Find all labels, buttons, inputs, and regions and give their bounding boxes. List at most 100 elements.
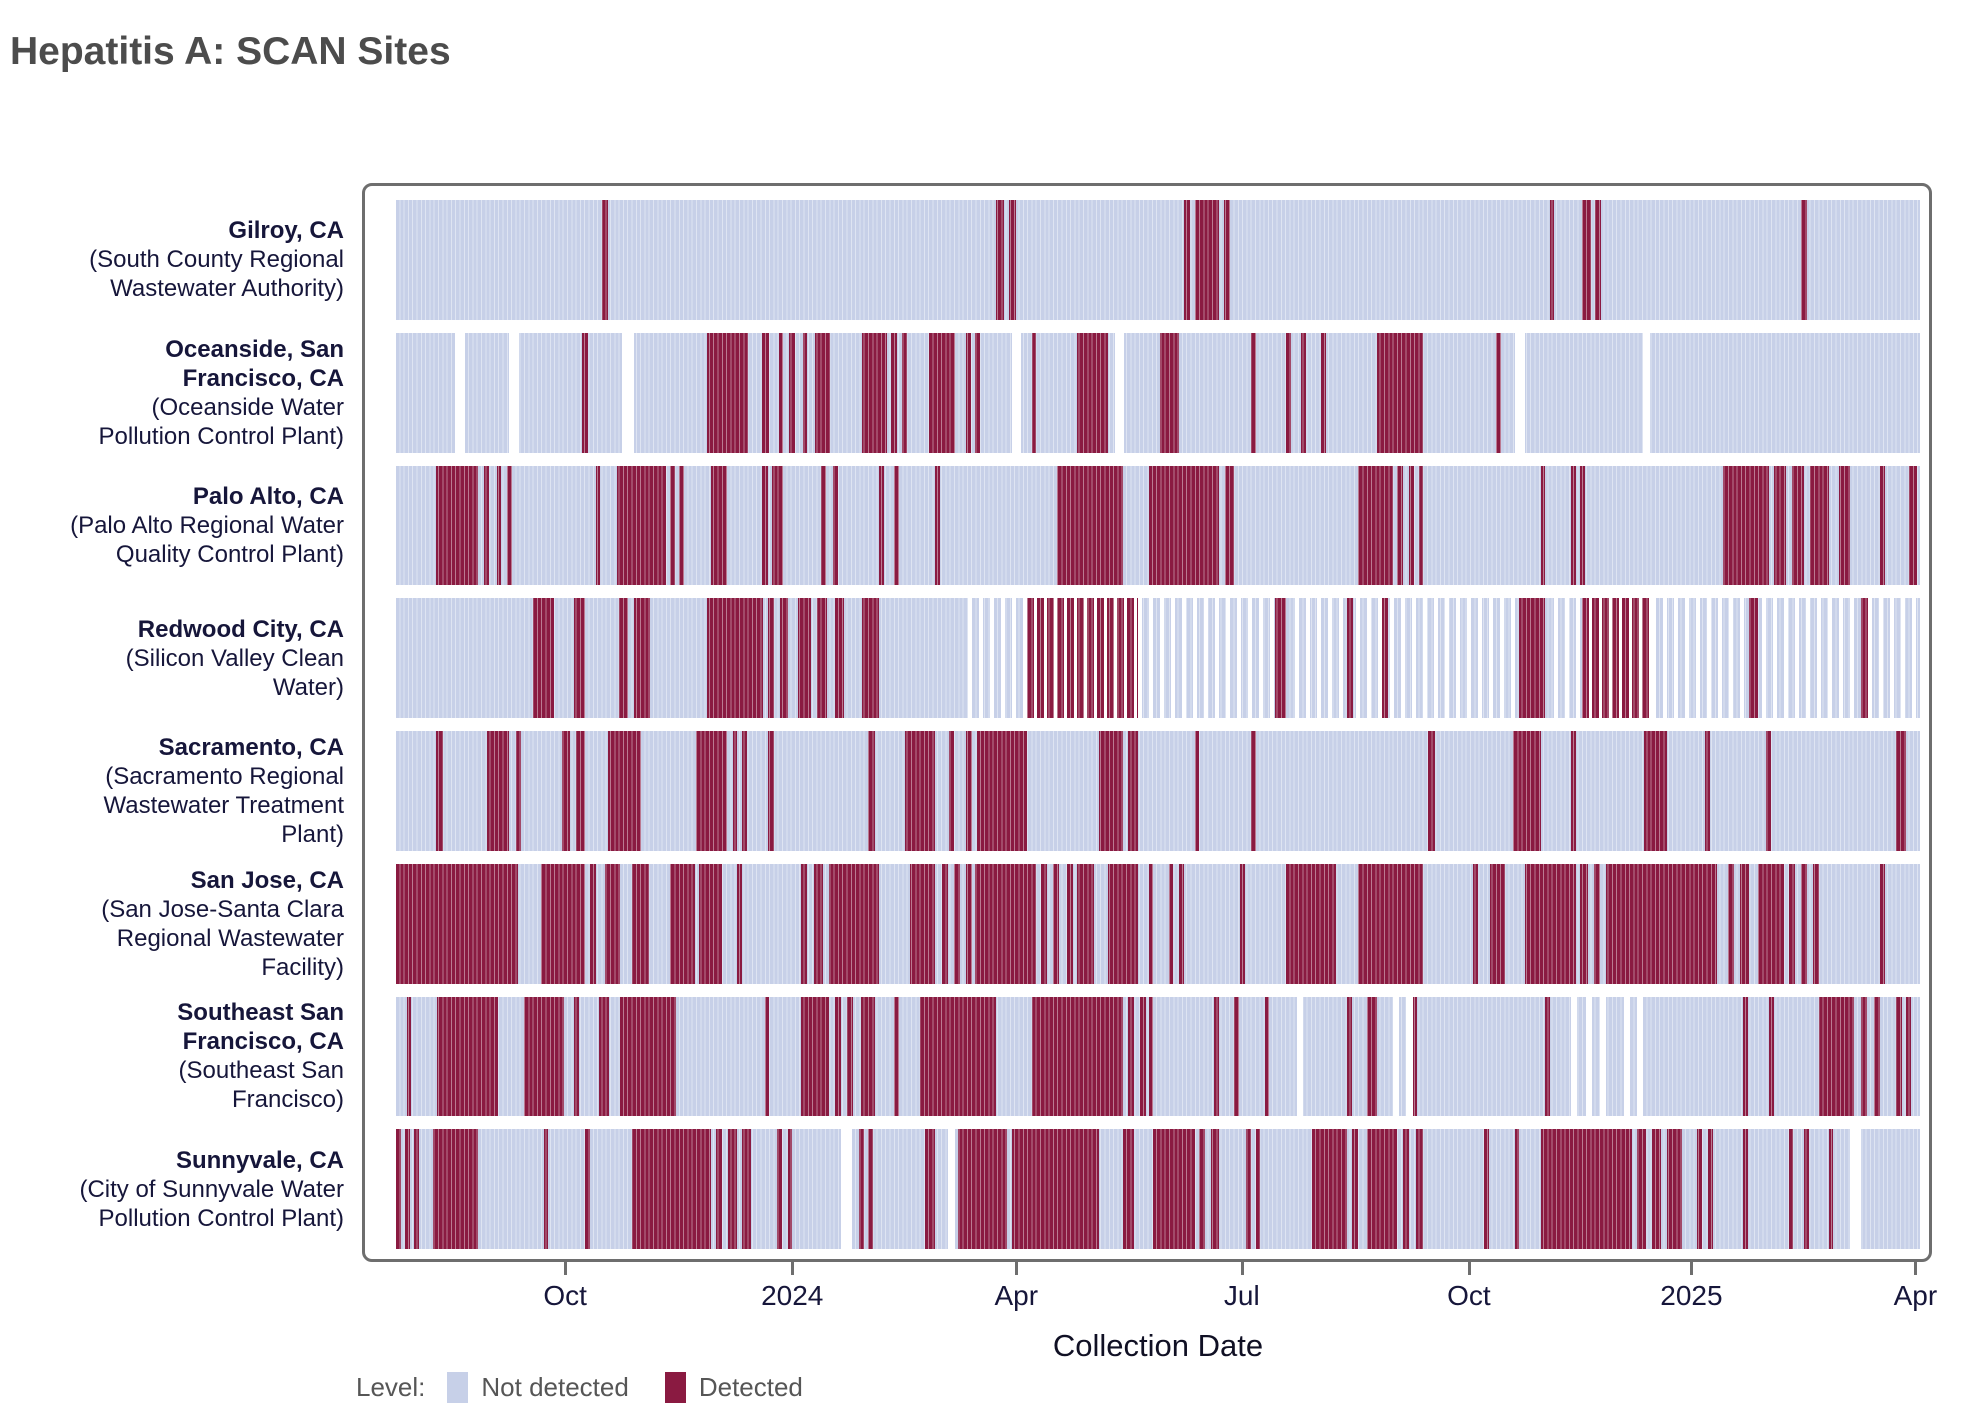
- detected-segment: [905, 731, 936, 851]
- detected-segment: [862, 332, 887, 453]
- detected-segment: [815, 332, 831, 453]
- sparse-sampling-segment: [1138, 598, 1276, 718]
- detected-segment: [533, 598, 555, 718]
- detected-segment: [953, 863, 960, 984]
- detected-segment: [1286, 863, 1337, 984]
- detected-segment: [929, 332, 956, 453]
- detected-segment: [1758, 863, 1785, 984]
- detected-segment: [581, 332, 589, 453]
- detected-segment: [589, 863, 596, 984]
- detected-segment: [1159, 332, 1180, 453]
- site-label-cell: Sacramento, CA (Sacramento Regional Waste…: [0, 731, 344, 851]
- no-data-segment: [841, 1129, 852, 1249]
- site-city: Palo Alto, CA: [192, 482, 344, 510]
- detected-segment: [821, 465, 826, 586]
- detected-segment: [1194, 731, 1200, 851]
- detected-segment: [1773, 465, 1786, 586]
- site-city: Southeast San Francisco, CA: [177, 999, 344, 1056]
- no-data-segment: [1296, 996, 1303, 1117]
- sparse-sampling-segment: [967, 598, 1027, 718]
- x-tick-mark: [564, 1262, 568, 1275]
- site-label-cell: San Jose, CA (San Jose-Santa Clara Region…: [0, 864, 344, 984]
- detected-segment: [1514, 1129, 1520, 1249]
- site-label-cell: Oceanside, San Francisco, CA (Oceanside W…: [0, 333, 344, 453]
- detected-segment: [604, 863, 621, 984]
- site-label: Southeast San Francisco, CA (Southeast Sa…: [62, 998, 344, 1114]
- detected-segment: [1606, 863, 1718, 984]
- detected-segment: [1077, 863, 1094, 984]
- site-label: Gilroy, CA (South County Regional Wastewa…: [62, 216, 344, 303]
- detected-segment: [1581, 200, 1591, 320]
- site-facility: (Oceanside Water Pollution Control Plant…: [98, 393, 344, 450]
- detected-segment: [924, 1129, 936, 1249]
- detected-segment: [1301, 332, 1306, 453]
- site-city: Gilroy, CA: [228, 217, 344, 245]
- sparse-sampling-segment: [1295, 598, 1347, 718]
- detected-segment: [1697, 1129, 1703, 1249]
- site-row-1: [396, 200, 1920, 320]
- no-data-segment: [508, 332, 520, 453]
- no-data-segment: [455, 332, 465, 453]
- legend-title: Level:: [356, 1372, 426, 1402]
- plot-rows: [396, 200, 1920, 1249]
- x-axis: Oct 2024 Apr Jul Oct 2025 Apr: [396, 1262, 1937, 1332]
- detected-segment: [894, 465, 899, 586]
- detected-segment: [1810, 465, 1829, 586]
- legend-item: Detected: [664, 1372, 803, 1403]
- detected-segment: [801, 863, 808, 984]
- detected-segment: [761, 332, 770, 453]
- detected-segment: [543, 1129, 549, 1249]
- detected-segment: [975, 332, 980, 453]
- detected-segment: [1346, 598, 1354, 718]
- detected-segment: [965, 863, 973, 984]
- detected-segment: [1066, 863, 1073, 984]
- site-city: Sunnyvale, CA: [175, 1146, 344, 1174]
- site-label-cell: Gilroy, CA (South County Regional Wastewa…: [0, 200, 344, 320]
- detected-segment: [778, 332, 784, 453]
- detected-segment: [798, 598, 811, 718]
- detected-segment: [847, 996, 854, 1117]
- no-data-segment: [1406, 996, 1413, 1117]
- detected-segment: [1549, 200, 1555, 320]
- detected-segment: [1644, 731, 1667, 851]
- detected-segment: [1057, 465, 1123, 586]
- sparse-sampling-segment: [1554, 598, 1582, 718]
- detected-segment: [595, 465, 601, 586]
- site-label: Palo Alto, CA (Palo Alto Regional Water Q…: [62, 482, 344, 569]
- detected-segment: [696, 731, 727, 851]
- detected-segment: [1473, 863, 1479, 984]
- x-tick-mark: [1015, 1262, 1019, 1275]
- site-label: Sacramento, CA (Sacramento Regional Waste…: [62, 733, 344, 849]
- detected-segment: [834, 598, 845, 718]
- detected-segment: [1214, 996, 1219, 1117]
- x-axis-title: Collection Date: [1052, 1328, 1264, 1363]
- detected-segment: [699, 863, 723, 984]
- detected-segment: [1382, 598, 1389, 718]
- detected-segment: [540, 863, 585, 984]
- site-row-4: [396, 598, 1920, 718]
- detected-segment: [949, 731, 954, 851]
- detected-segment: [1769, 996, 1774, 1117]
- detected-segment: [860, 996, 875, 1117]
- detected-segment: [414, 1129, 419, 1249]
- site-labels-column: Gilroy, CA (South County Regional Wastewa…: [0, 200, 344, 1249]
- detected-segment: [1122, 1129, 1134, 1249]
- detected-segment: [1127, 996, 1134, 1117]
- detected-segment: [1183, 200, 1190, 320]
- site-facility: (San Jose-Santa Clara Regional Wastewate…: [101, 895, 344, 981]
- detected-segment: [976, 731, 1027, 851]
- detected-segment: [834, 996, 841, 1117]
- x-tick-label: 2024: [761, 1280, 824, 1311]
- detected-segment: [496, 465, 502, 586]
- detected-segment: [1839, 465, 1850, 586]
- detected-segment: [813, 863, 823, 984]
- detected-segment: [1148, 996, 1154, 1117]
- detected-segment: [507, 465, 512, 586]
- x-tick-mark: [1914, 1262, 1918, 1275]
- sparse-sampling-segment: [1389, 598, 1520, 718]
- sparse-detected-segment: [1581, 598, 1652, 718]
- detected-segment: [868, 731, 875, 851]
- site-row-7: [396, 996, 1920, 1117]
- detected-segment: [1139, 996, 1146, 1117]
- detected-segment: [1366, 1129, 1398, 1249]
